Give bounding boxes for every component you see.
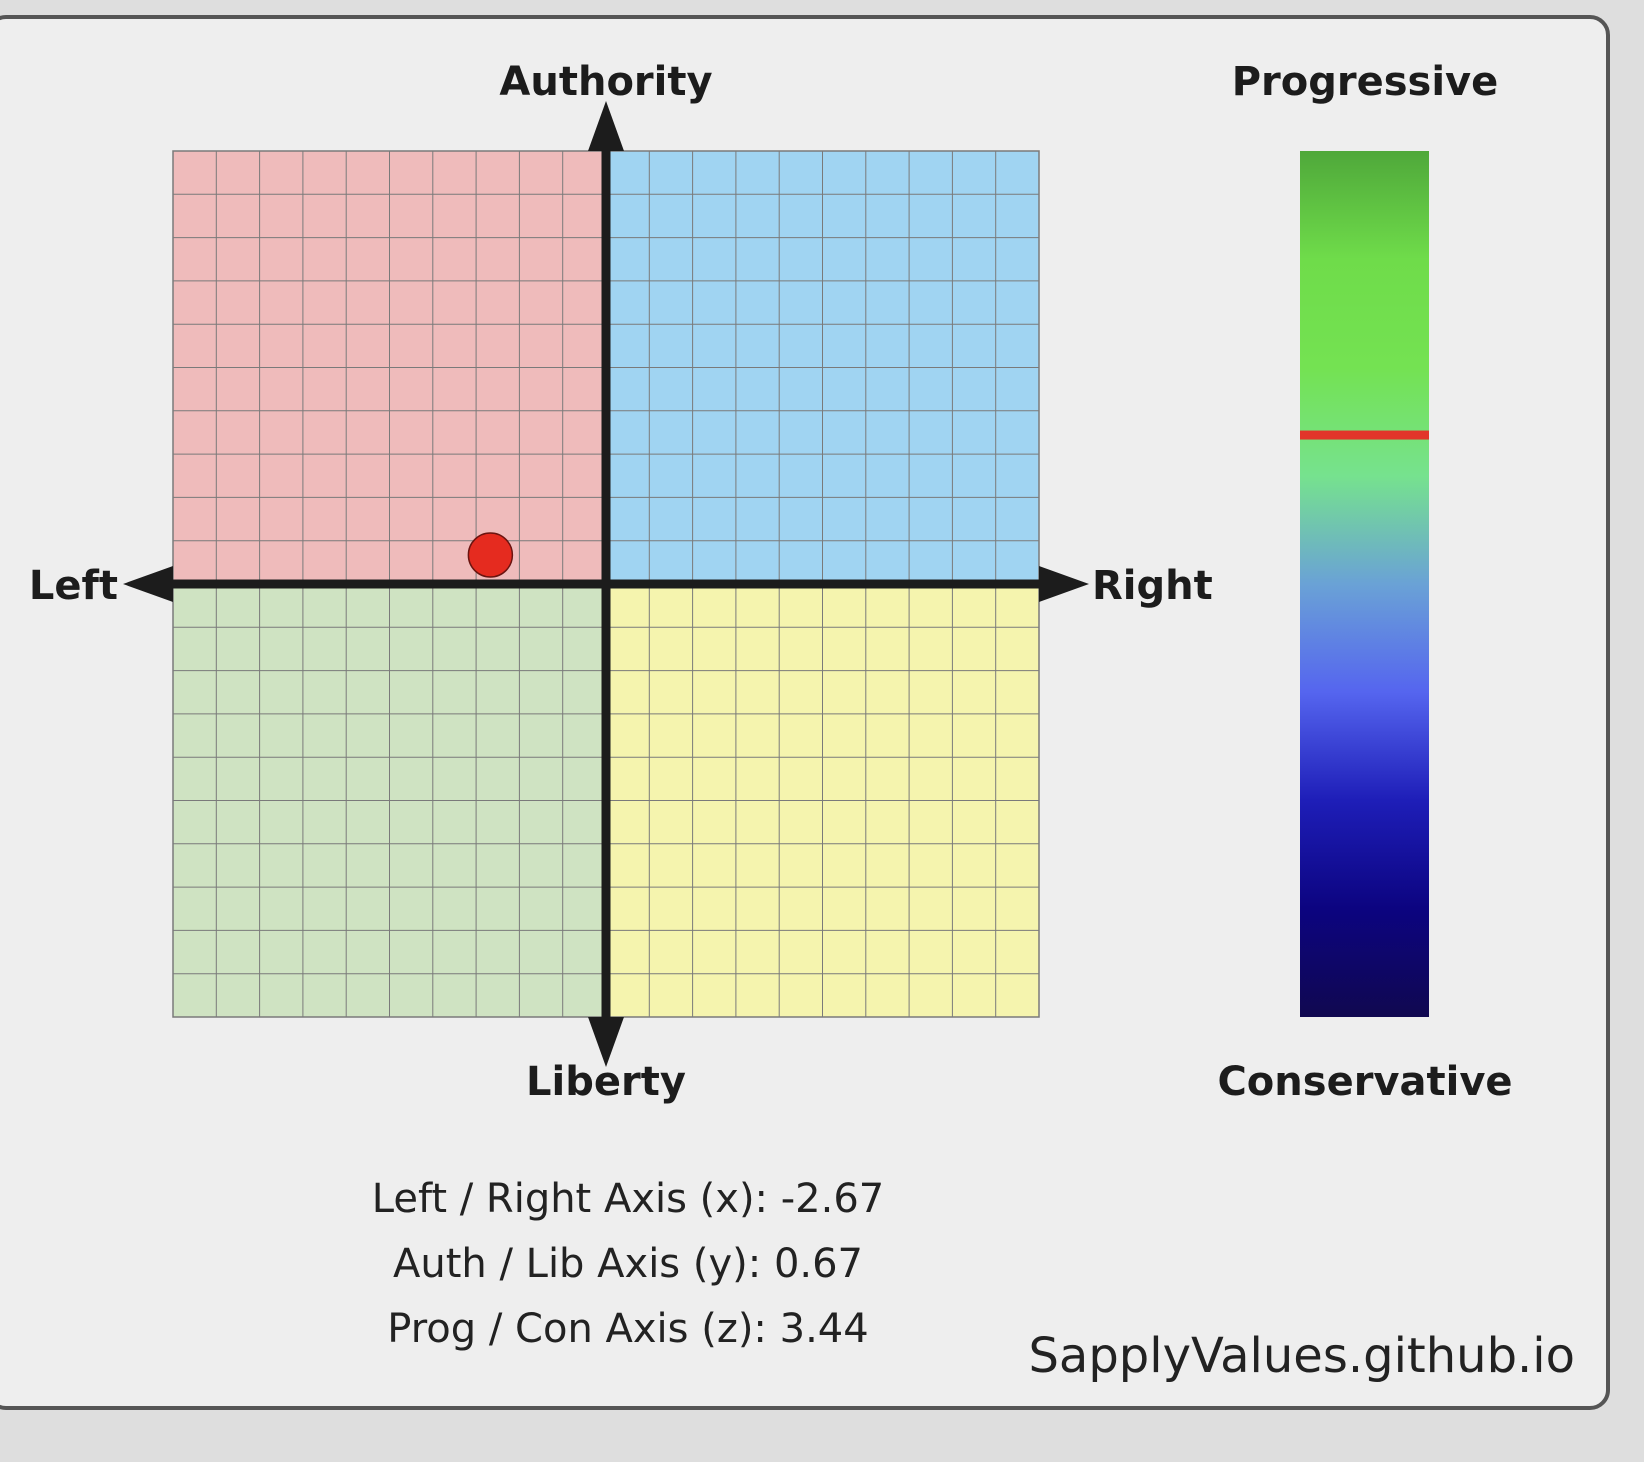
result-point xyxy=(467,532,514,578)
compass-points xyxy=(467,532,514,578)
conservative-label: Conservative xyxy=(1217,1059,1512,1105)
x-axis-score: Left / Right Axis (x): -2.67 xyxy=(372,1176,884,1222)
score-readout: Left / Right Axis (x): -2.67 Auth / Lib … xyxy=(372,1176,884,1352)
compass-grid xyxy=(172,150,1040,1018)
site-watermark: SapplyValues.github.io xyxy=(1028,1328,1575,1384)
liberty-arrow xyxy=(588,1017,624,1067)
authority-arrow xyxy=(588,101,624,151)
political-compass: Authority Liberty Left Right xyxy=(29,59,1213,1105)
left-arrow xyxy=(123,566,173,602)
right-label: Right xyxy=(1092,563,1213,609)
gauge-marker xyxy=(1300,430,1429,440)
progressive-conservative-gauge: Progressive Conservative xyxy=(1217,59,1512,1105)
compass-axes xyxy=(123,101,1089,1067)
authority-label: Authority xyxy=(499,59,712,105)
left-label: Left xyxy=(29,563,118,609)
z-axis-score: Prog / Con Axis (z): 3.44 xyxy=(387,1306,868,1352)
progressive-label: Progressive xyxy=(1232,59,1499,105)
y-axis-score: Auth / Lib Axis (y): 0.67 xyxy=(393,1241,863,1287)
gauge-bar xyxy=(1300,151,1429,1017)
liberty-label: Liberty xyxy=(526,1059,686,1105)
right-arrow xyxy=(1039,566,1089,602)
